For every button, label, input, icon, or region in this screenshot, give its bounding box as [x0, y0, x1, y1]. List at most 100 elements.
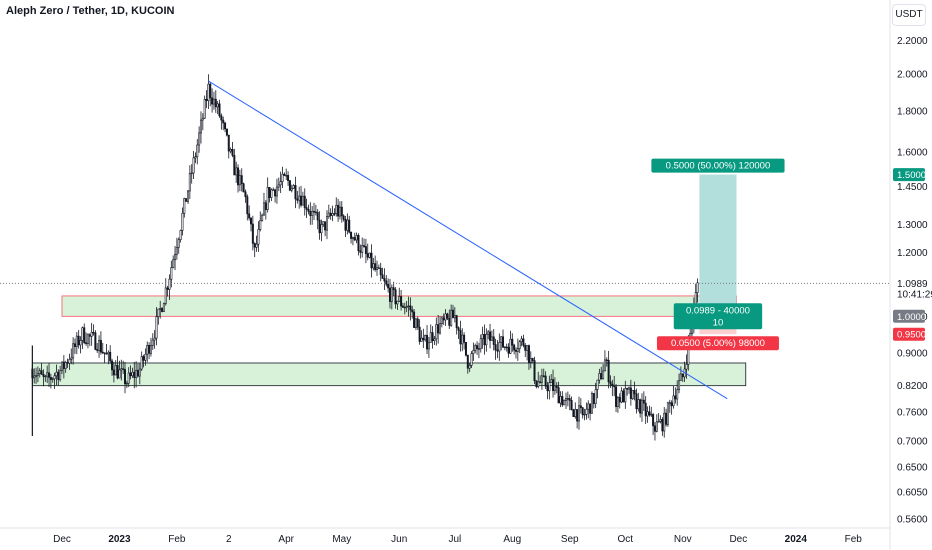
candle — [250, 217, 253, 232]
candle — [48, 363, 51, 387]
candle — [374, 255, 377, 272]
candle — [563, 399, 566, 406]
candle — [300, 185, 303, 208]
trendline[interactable] — [208, 80, 728, 400]
candle — [246, 194, 249, 221]
candle — [225, 128, 228, 137]
candle — [111, 358, 114, 376]
candle — [148, 342, 151, 360]
candle — [411, 305, 414, 319]
candle — [555, 382, 558, 394]
candle — [342, 214, 345, 222]
candle — [333, 208, 336, 217]
x-tick-label: Dec — [729, 534, 747, 545]
candle — [385, 275, 388, 287]
price-axis[interactable]: 0.5600 0.6050 0.6500 0.7000 0.7600 0.8200 0.90… — [889, 0, 932, 550]
y-tick-label: 0.7600 — [897, 408, 928, 419]
candle — [192, 151, 195, 180]
x-tick-label: 2 — [226, 534, 232, 545]
x-tick-label: Apr — [278, 534, 294, 545]
candle — [637, 392, 640, 412]
candle — [251, 215, 254, 251]
candle — [370, 244, 373, 278]
candle — [105, 343, 108, 355]
candle — [544, 371, 547, 390]
candle — [420, 330, 423, 342]
candle — [615, 384, 618, 412]
time-axis[interactable]: Dec 2023 Feb 2 Apr May Jun Jul Aug Sep Oct Nov Dec 20… — [0, 527, 890, 545]
candle — [387, 278, 390, 293]
y-tick-label: 1.8000 — [897, 106, 928, 117]
candle — [62, 355, 65, 379]
candle — [350, 231, 353, 244]
y-tick-label: 2.0000 — [897, 70, 928, 81]
candle — [626, 387, 629, 396]
y-tick-label: 0.6050 — [897, 487, 928, 498]
candle — [648, 405, 651, 417]
candle — [600, 366, 603, 380]
candle — [183, 197, 186, 218]
candle — [194, 152, 197, 164]
candle — [666, 401, 669, 427]
candle — [548, 375, 551, 400]
candle — [344, 215, 347, 238]
candle — [101, 342, 104, 354]
candle — [498, 333, 501, 361]
candle — [398, 287, 401, 303]
candle — [237, 164, 240, 193]
candlestick-series — [31, 74, 699, 441]
candle — [546, 381, 549, 400]
candle — [674, 387, 677, 404]
candle — [272, 187, 275, 191]
candle — [678, 373, 681, 394]
candle — [511, 333, 514, 352]
candle — [185, 198, 188, 202]
candle — [424, 334, 427, 342]
candle — [359, 244, 362, 259]
candle — [296, 190, 299, 204]
candle — [388, 279, 391, 309]
candle — [622, 388, 625, 403]
y-tick-label: 1.4500 — [897, 182, 928, 193]
candle — [559, 391, 562, 408]
candle — [120, 359, 123, 381]
candle — [524, 343, 527, 357]
candle — [598, 368, 601, 384]
candle — [288, 179, 291, 192]
candle — [440, 316, 443, 328]
candle — [209, 81, 212, 107]
candle — [426, 325, 429, 355]
candle — [583, 408, 586, 421]
candle — [136, 363, 139, 378]
candle — [376, 260, 379, 276]
candle — [216, 101, 219, 115]
candle — [207, 74, 210, 109]
candle — [409, 297, 412, 321]
x-tick-label: Dec — [53, 534, 71, 545]
x-tick-label: Aug — [503, 534, 521, 545]
candle — [168, 274, 171, 301]
candle — [477, 342, 480, 359]
candle — [133, 362, 136, 389]
candle — [255, 235, 258, 252]
candle — [533, 356, 536, 385]
candle — [416, 316, 419, 330]
candle — [99, 331, 102, 355]
candle — [281, 166, 284, 189]
candle — [261, 213, 264, 222]
profit-zone[interactable] — [699, 174, 737, 317]
currency-selector[interactable]: USDT — [892, 4, 926, 26]
candle — [298, 186, 301, 209]
candle — [479, 334, 482, 353]
candle — [561, 391, 564, 407]
candle — [463, 332, 466, 350]
stop-label: 0.0500 (5.00%) 98000 — [656, 336, 779, 351]
candle — [340, 201, 343, 223]
candle — [401, 303, 404, 308]
candle — [240, 168, 243, 192]
chart-title: Aleph Zero / Tether, 1D, KUCOIN — [6, 5, 175, 17]
candle — [550, 373, 553, 383]
candle — [513, 343, 516, 355]
long-position-tool[interactable] — [699, 174, 737, 335]
